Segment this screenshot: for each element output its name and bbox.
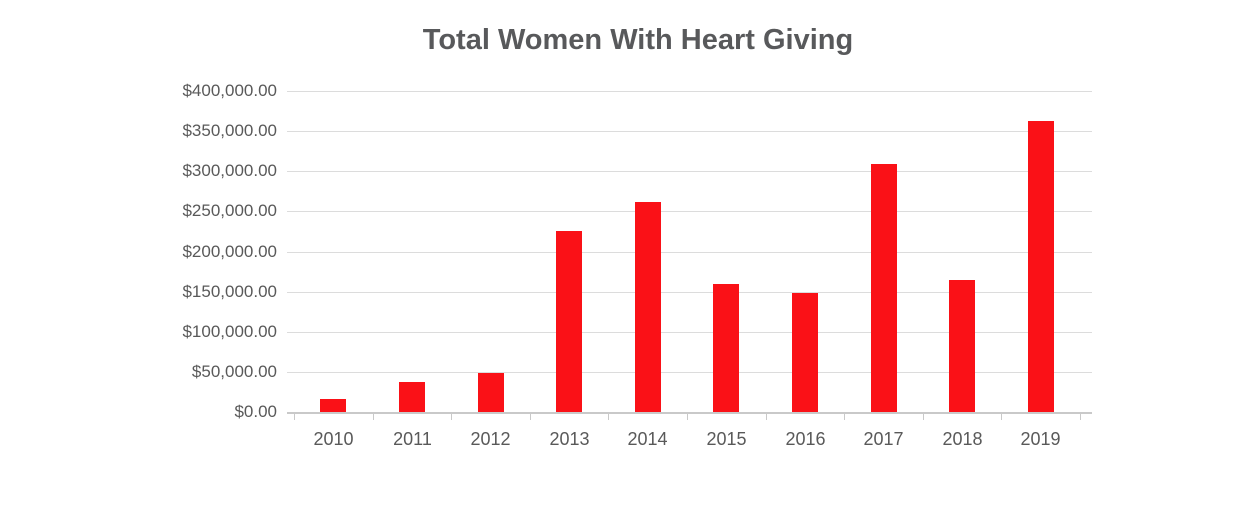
y-axis-tick-label: $200,000.00: [182, 242, 277, 261]
x-axis-tick: [530, 414, 531, 420]
gridline: [287, 292, 1092, 293]
bar-2015: [713, 284, 739, 412]
gridline: [287, 171, 1092, 172]
bar-2017: [871, 164, 897, 412]
x-axis-tick-label: 2014: [627, 429, 668, 449]
y-axis-tick-label: $100,000.00: [182, 322, 277, 341]
x-axis-line: [287, 412, 1092, 414]
y-axis-tick-label: $300,000.00: [182, 161, 277, 180]
x-axis-tick: [923, 414, 924, 420]
bar-2016: [792, 293, 818, 412]
x-axis-tick: [1001, 414, 1002, 420]
gridline: [287, 131, 1092, 132]
x-axis-tick: [608, 414, 609, 420]
bar-2010: [320, 399, 346, 412]
x-axis-tick: [373, 414, 374, 420]
x-axis-tick-label: 2015: [706, 429, 747, 449]
x-axis-tick: [451, 414, 452, 420]
bar-2018: [949, 280, 975, 412]
x-axis-tick-label: 2019: [1020, 429, 1061, 449]
x-axis-tick: [766, 414, 767, 420]
gridline: [287, 211, 1092, 212]
gridline: [287, 252, 1092, 253]
x-axis-tick-label: 2018: [942, 429, 983, 449]
y-axis-tick-label: $350,000.00: [182, 121, 277, 140]
gridline: [287, 91, 1092, 92]
x-axis-tick-label: 2010: [313, 429, 354, 449]
x-axis-tick: [687, 414, 688, 420]
bar-2012: [478, 373, 504, 412]
chart-title: Total Women With Heart Giving: [422, 24, 854, 56]
gridline: [287, 372, 1092, 373]
bar-2014: [635, 202, 661, 412]
x-axis-tick-label: 2016: [785, 429, 826, 449]
bar-2011: [399, 382, 425, 412]
x-axis-tick-label: 2011: [393, 429, 432, 449]
y-axis-tick-label: $400,000.00: [182, 81, 277, 100]
y-axis-tick-label: $50,000.00: [191, 362, 277, 381]
bar-2013: [556, 231, 582, 412]
y-axis-tick-label: $0.00: [234, 402, 277, 421]
x-axis-tick-label: 2012: [470, 429, 511, 449]
gridline: [287, 332, 1092, 333]
x-axis-tick-label: 2017: [863, 429, 904, 449]
x-axis-tick-label: 2013: [549, 429, 590, 449]
bar-2019: [1028, 121, 1054, 412]
y-axis-tick-label: $150,000.00: [182, 282, 277, 301]
x-axis-tick: [844, 414, 845, 420]
x-axis-tick: [1080, 414, 1081, 420]
x-axis-tick: [294, 414, 295, 420]
y-axis-tick-label: $250,000.00: [182, 201, 277, 220]
